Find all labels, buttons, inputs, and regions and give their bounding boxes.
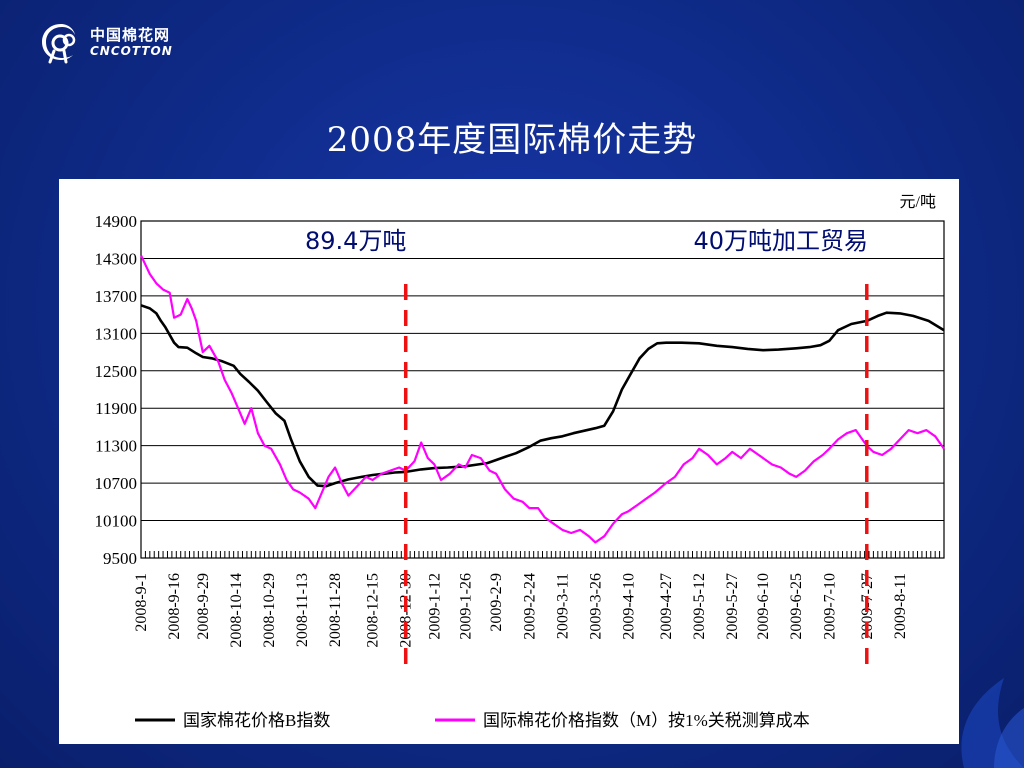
series-line-b-index [140, 304, 945, 488]
logo-en-text: CNCOTTON [90, 44, 173, 58]
x-tick-label: 2008-10-29 [261, 573, 278, 648]
x-tick-label: 2009-6-25 [788, 573, 805, 640]
x-tick-label: 2008-12-15 [365, 573, 382, 648]
x-tick-label: 2009-7-10 [821, 573, 838, 640]
x-tick-label: 2008-11-13 [294, 573, 311, 647]
x-tick-label: 2009-3-26 [587, 573, 604, 640]
y-tick-label: 11300 [95, 437, 137, 456]
y-tick-label: 10100 [95, 512, 138, 531]
x-tick-label: 2008-9-29 [195, 573, 212, 640]
x-tick-label: 2009-2-9 [488, 573, 505, 632]
x-tick-label: 2009-2-24 [521, 573, 538, 640]
x-tick-label: 2009-5-27 [724, 573, 741, 640]
y-tick-label: 13700 [95, 287, 138, 306]
x-tick-label: 2009-4-10 [621, 573, 638, 640]
x-tick-label: 2009-4-27 [658, 573, 675, 640]
annotation-label: 89.4万吨 [305, 227, 406, 255]
price-line-chart: 元/吨 9500 10100 10700 11300 11900 12500 13100 137… [95, 193, 945, 730]
y-tick-label: 14300 [95, 249, 138, 268]
legend-label-m-index: 国际棉花价格指数（M）按1%关税测算成本 [483, 711, 810, 730]
decorative-swoosh [961, 678, 1024, 768]
y-tick-label: 10700 [95, 474, 138, 493]
x-tick-label: 2008-11-28 [327, 573, 344, 647]
cncotton-logo: 中国棉花网 CNCOTTON [36, 18, 206, 68]
annotation-label: 40万吨加工贸易 [694, 227, 869, 255]
x-tick-label: 2009-6-10 [755, 573, 772, 640]
x-tick-label: 2008-10-14 [228, 573, 245, 648]
logo-cn-text: 中国棉花网 [90, 26, 171, 44]
x-tick-label: 2009-1-26 [457, 573, 474, 640]
y-tick-label: 11900 [95, 399, 137, 418]
x-tick-label: 2008-9-16 [166, 573, 183, 640]
y-tick-label: 13100 [95, 324, 138, 343]
y-tick-label: 12500 [95, 362, 138, 381]
x-tick-label: 2009-3-11 [554, 573, 571, 639]
plot-frame [140, 220, 945, 559]
y-tick-label: 9500 [103, 549, 137, 568]
chart-panel: 元/吨 9500 10100 10700 11300 11900 12500 13100 137… [59, 179, 959, 744]
legend-label-b-index: 国家棉花价格B指数 [183, 711, 330, 730]
unit-label: 元/吨 [900, 193, 936, 211]
series-line-m-index [140, 254, 945, 544]
slide-title: 2008年度国际棉价走势 [326, 120, 698, 160]
x-tick-label: 2009-8-11 [892, 573, 909, 639]
cotton-logo-icon [42, 24, 76, 64]
x-tick-label: 2009-1-12 [426, 573, 443, 640]
x-tick-label: 2008-9-1 [133, 573, 150, 632]
x-tick-label: 2009-5-12 [691, 573, 708, 640]
y-tick-label: 14900 [95, 212, 138, 231]
